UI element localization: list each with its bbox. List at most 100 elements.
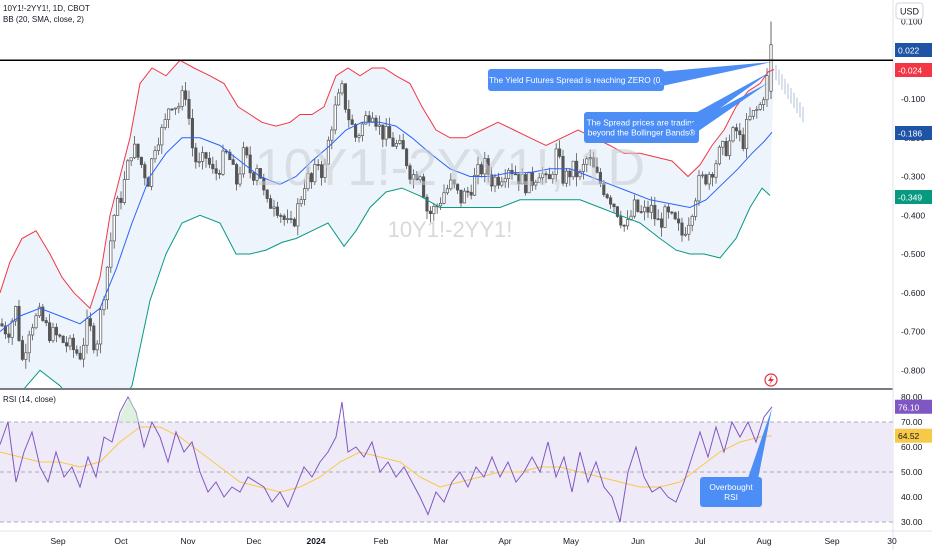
candle — [687, 224, 691, 235]
price-label-last-bg — [895, 43, 932, 57]
candle — [197, 161, 201, 163]
time-tick-label: Sep — [824, 536, 839, 546]
callout-bollinger-box[interactable] — [584, 112, 699, 143]
candle — [126, 160, 130, 180]
candle — [316, 164, 320, 166]
candle — [714, 163, 718, 178]
candle — [670, 211, 674, 214]
price-label-lower-bg — [895, 190, 932, 204]
candle — [17, 306, 21, 341]
candle — [683, 233, 687, 236]
candle — [554, 148, 558, 175]
callout-zero-box[interactable] — [488, 69, 664, 91]
callout-bollinger-text: beyond the Bollinger Bands® — [588, 128, 696, 138]
candle — [153, 150, 157, 160]
price-tick-label: -0.300 — [901, 172, 925, 182]
candle — [326, 139, 330, 165]
candle — [343, 83, 347, 110]
currency-label[interactable]: USD — [900, 7, 920, 17]
time-tick-label: Oct — [114, 536, 128, 546]
candle — [738, 130, 742, 136]
candle — [751, 109, 755, 117]
candle — [394, 143, 398, 147]
candle — [551, 174, 555, 180]
candle — [269, 198, 273, 209]
rsi-tick-label: 70.00 — [901, 417, 923, 427]
time-tick-label: Jul — [695, 536, 706, 546]
candle — [639, 211, 643, 213]
price-tick-label: -0.100 — [901, 94, 925, 104]
candle — [357, 135, 361, 138]
rsi-label-rsi_ma-bg — [895, 428, 932, 443]
candle — [653, 204, 657, 220]
time-tick-label: Jun — [631, 536, 645, 546]
candle — [544, 173, 548, 176]
candle — [85, 318, 89, 346]
callout-zero[interactable]: The Yield Futures Spread is reaching ZER… — [488, 69, 664, 91]
lightning-icon[interactable] — [764, 373, 778, 387]
candle — [252, 172, 256, 181]
candle — [136, 143, 140, 158]
price-label-lower: -0.349 — [898, 193, 922, 203]
candle — [741, 134, 745, 149]
candle — [456, 183, 460, 191]
candle — [520, 174, 524, 185]
bb-upper-line — [0, 59, 775, 310]
candle — [75, 349, 79, 354]
candle — [418, 176, 422, 181]
candle — [490, 174, 494, 187]
candle — [728, 140, 732, 156]
candle — [177, 106, 181, 109]
candle — [184, 90, 188, 100]
callout-bollinger-pointer-1 — [690, 72, 770, 125]
candle — [286, 218, 290, 221]
rsi-tick-label: 40.00 — [901, 492, 923, 502]
rsi-ma-line — [0, 426, 773, 493]
candle — [643, 206, 647, 213]
candle — [547, 174, 551, 180]
candle — [190, 118, 194, 149]
candle — [503, 178, 507, 183]
candle — [571, 160, 575, 178]
candle — [170, 108, 174, 111]
price-tick-label: -0.500 — [901, 249, 925, 259]
callout-rsi-text: Overbought — [709, 482, 753, 492]
candle — [615, 206, 619, 217]
candle — [122, 179, 126, 203]
header-bb: BB (20, SMA, close, 2) — [3, 15, 84, 24]
candle — [71, 337, 75, 351]
candle — [401, 140, 405, 150]
candle — [201, 152, 205, 162]
candle — [218, 172, 222, 175]
candle — [231, 159, 235, 165]
candle — [517, 173, 521, 185]
price-label-last: 0.022 — [898, 46, 920, 56]
callout-rsi-box[interactable] — [700, 477, 762, 507]
currency-box[interactable] — [895, 2, 924, 20]
candle — [347, 109, 351, 121]
candle — [622, 224, 626, 227]
price-tick-label: -0.600 — [901, 288, 925, 298]
header-rsi: RSI (14, close) — [3, 395, 56, 404]
candle — [330, 129, 334, 141]
candle — [598, 172, 602, 184]
callout-bollinger-pointer-2 — [690, 83, 768, 132]
candle — [534, 181, 538, 186]
candle — [762, 99, 766, 105]
rsi-tick-label: 60.00 — [901, 442, 923, 452]
candle — [496, 176, 500, 186]
candle — [605, 194, 609, 199]
rsi-label-rsi: 76.10 — [898, 402, 920, 412]
candle — [680, 222, 684, 236]
candle — [228, 151, 232, 161]
candle — [282, 215, 286, 221]
price-label-upper-bg — [895, 63, 932, 77]
candle — [27, 334, 31, 354]
candle — [581, 163, 585, 172]
candle — [48, 322, 52, 342]
candle — [207, 157, 211, 165]
candle — [320, 164, 324, 178]
